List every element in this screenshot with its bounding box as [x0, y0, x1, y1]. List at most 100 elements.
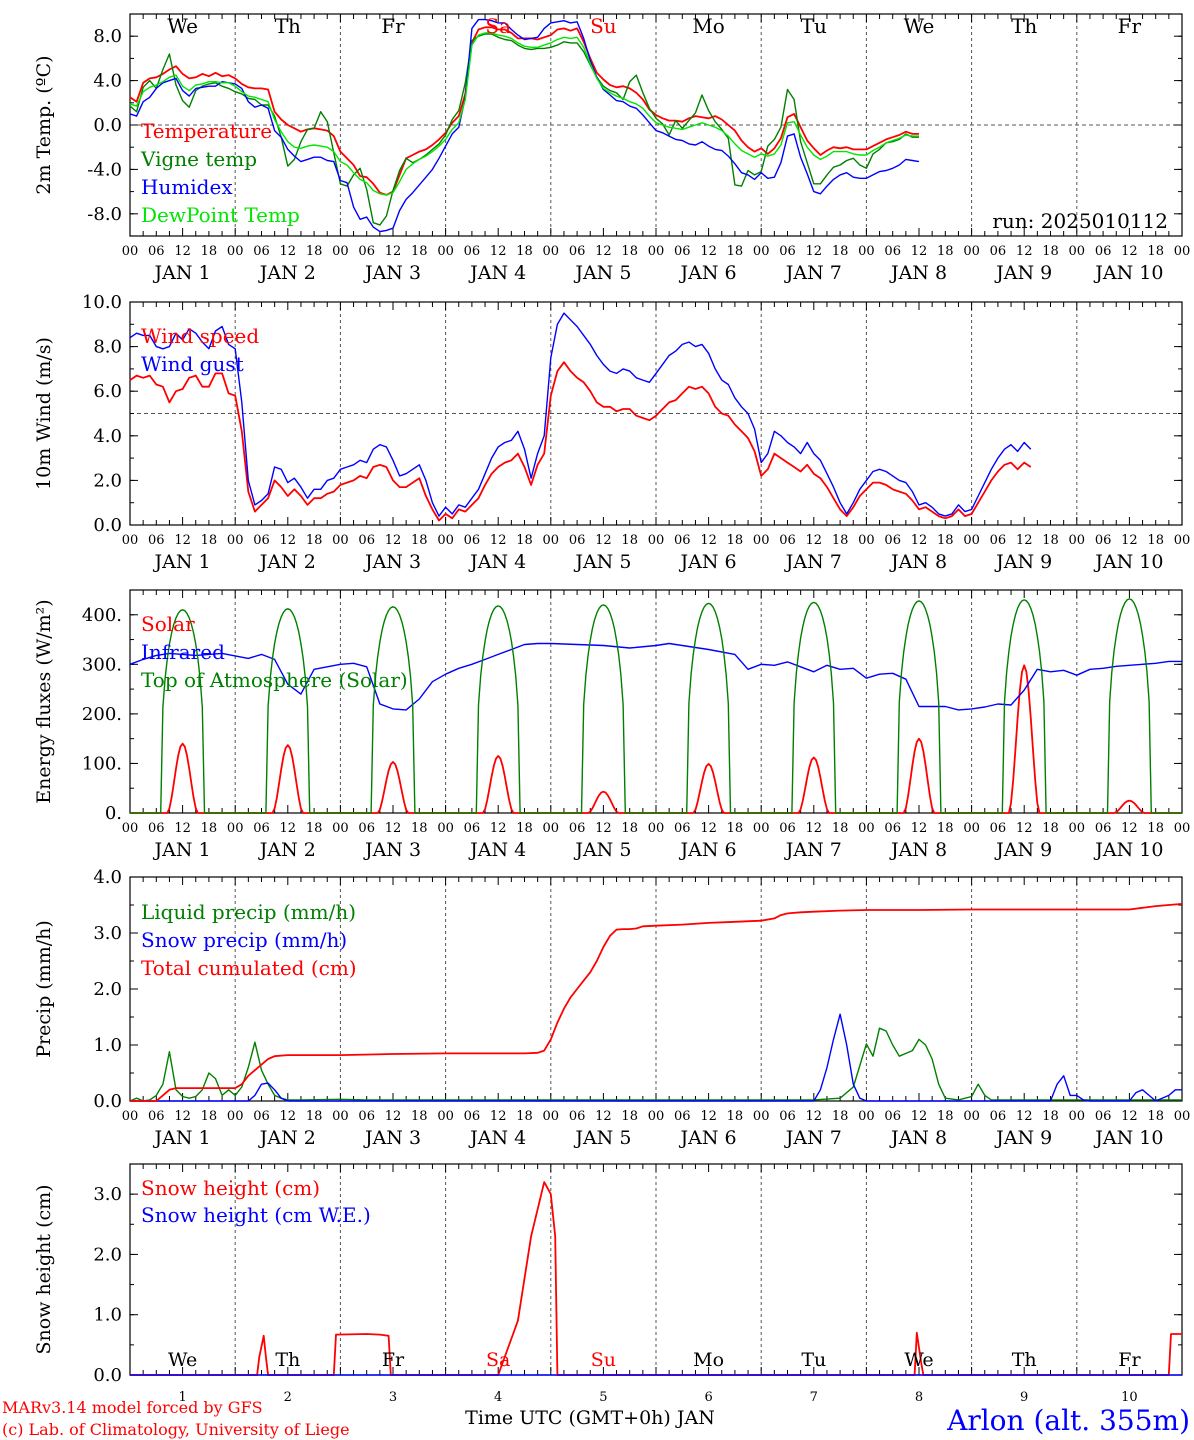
y-tick-label: 0.0	[93, 515, 122, 536]
x-date-label: JAN 5	[573, 1127, 631, 1149]
day-number: 5	[599, 1390, 607, 1405]
x-hour-label: 12	[700, 533, 717, 548]
x-hour-label: 00	[648, 1109, 665, 1124]
x-date-label: JAN 2	[258, 839, 316, 861]
x-hour-label: 18	[1147, 1109, 1164, 1124]
x-hour-label: 18	[201, 821, 218, 836]
day-number: 9	[1020, 1390, 1028, 1405]
y-tick-label: 100.	[82, 753, 122, 774]
x-hour-label: 18	[727, 1109, 744, 1124]
x-hour-label: 18	[727, 821, 744, 836]
x-date-label: JAN 10	[1093, 551, 1163, 573]
y-tick-label: 4.0	[93, 867, 122, 888]
x-hour-label: 12	[595, 533, 612, 548]
x-hour-label: 12	[1121, 1109, 1138, 1124]
x-hour-label: 06	[569, 244, 586, 259]
legend-entry: Vigne temp	[140, 147, 257, 171]
x-hour-label: 06	[464, 1109, 481, 1124]
day-name-top: We	[167, 14, 198, 38]
y-tick-label: 0.0	[93, 1091, 122, 1112]
x-date-label: JAN 5	[573, 262, 631, 284]
y-tick-label: 1.0	[93, 1305, 122, 1326]
x-hour-label: 00	[963, 244, 980, 259]
x-date-label: JAN 6	[679, 1127, 737, 1149]
day-name-top: Th	[1011, 14, 1037, 38]
x-hour-label: 00	[332, 1109, 349, 1124]
x-date-label: JAN 4	[468, 839, 526, 861]
y-tick-label: 3.0	[93, 923, 122, 944]
x-hour-label: 06	[148, 244, 165, 259]
credit-line-2: (c) Lab. of Climatology, University of L…	[2, 1420, 350, 1439]
x-hour-label: 00	[858, 533, 875, 548]
x-hour-label: 18	[727, 244, 744, 259]
x-hour-label: 12	[174, 533, 191, 548]
panel-3: 0. 100. 200. 300. 400. Energy fluxes (W/m²) 00…	[33, 589, 1190, 861]
x-hour-label: 18	[937, 1109, 954, 1124]
x-hour-label: 12	[1121, 821, 1138, 836]
x-hour-label: 12	[911, 1109, 928, 1124]
series-line-top-of-atmosphere-solar-	[130, 598, 1182, 814]
x-hour-label: 00	[437, 244, 454, 259]
x-hour-label: 12	[490, 244, 507, 259]
x-hour-label: 06	[884, 244, 901, 259]
x-hour-label: 18	[937, 244, 954, 259]
legend-entry: Total cumulated (cm)	[141, 956, 357, 980]
x-date-label: JAN 1	[153, 839, 211, 861]
x-date-label: JAN 1	[153, 262, 211, 284]
x-hour-label: 18	[306, 533, 323, 548]
y-tick-label: 6.0	[93, 381, 122, 402]
y-tick-label: 8.0	[93, 26, 122, 47]
y-tick-label: 400.	[82, 605, 122, 626]
x-hour-label: 18	[411, 821, 428, 836]
x-hour-label: 00	[437, 1109, 454, 1124]
x-hour-label: 00	[332, 244, 349, 259]
x-date-label: JAN 7	[784, 551, 842, 573]
x-hour-label: 06	[253, 1109, 270, 1124]
x-hour-label: 12	[700, 821, 717, 836]
x-hour-label: 00	[753, 244, 770, 259]
x-date-label: JAN 8	[889, 839, 947, 861]
y-tick-label: 0.0	[93, 115, 122, 136]
x-date-label: JAN 2	[258, 262, 316, 284]
x-hour-label: 18	[832, 244, 849, 259]
x-hour-label: 18	[1147, 821, 1164, 836]
x-date-label: JAN 6	[679, 551, 737, 573]
x-date-label: JAN 10	[1093, 839, 1163, 861]
day-name-top: Su	[590, 14, 617, 38]
x-hour-label: 00	[122, 244, 139, 259]
y-axis-label: Energy fluxes (W/m²)	[33, 599, 55, 803]
day-number: 6	[704, 1390, 712, 1405]
x-hour-label: 00	[963, 821, 980, 836]
x-hour-label: 00	[543, 533, 560, 548]
day-name-bottom: Tu	[801, 1349, 826, 1371]
x-hour-label: 00	[963, 533, 980, 548]
day-name-bottom: We	[904, 1349, 933, 1371]
x-hour-label: 00	[332, 533, 349, 548]
y-axis-label: 2m Temp. (ºC)	[33, 55, 55, 194]
legend-entry: Temperature	[141, 119, 272, 143]
x-hour-label: 06	[884, 1109, 901, 1124]
x-hour-label: 06	[358, 533, 375, 548]
x-hour-label: 18	[306, 244, 323, 259]
legend-entry: Wind speed	[141, 324, 259, 348]
x-hour-label: 06	[779, 821, 796, 836]
x-hour-label: 06	[253, 533, 270, 548]
series-line-dewpoint-temp	[129, 32, 919, 196]
x-hour-label: 06	[464, 244, 481, 259]
x-date-label: JAN 10	[1093, 262, 1163, 284]
x-hour-label: 12	[911, 533, 928, 548]
y-axis-label: 10m Wind (m/s)	[33, 337, 55, 490]
y-tick-label: 2.0	[93, 979, 122, 1000]
y-axis-label: Precip (mm/h)	[33, 920, 55, 1058]
y-tick-label: -8.0	[87, 204, 122, 225]
y-tick-label: 8.0	[93, 337, 122, 358]
x-hour-label: 12	[280, 1109, 297, 1124]
x-hour-label: 18	[621, 1109, 638, 1124]
x-hour-label: 12	[280, 244, 297, 259]
x-hour-label: 12	[385, 244, 402, 259]
series-line-wind-speed	[129, 361, 1032, 522]
day-name-bottom: Sa	[486, 1349, 510, 1371]
x-hour-label: 18	[937, 821, 954, 836]
day-name-bottom: Fr	[382, 1349, 405, 1371]
